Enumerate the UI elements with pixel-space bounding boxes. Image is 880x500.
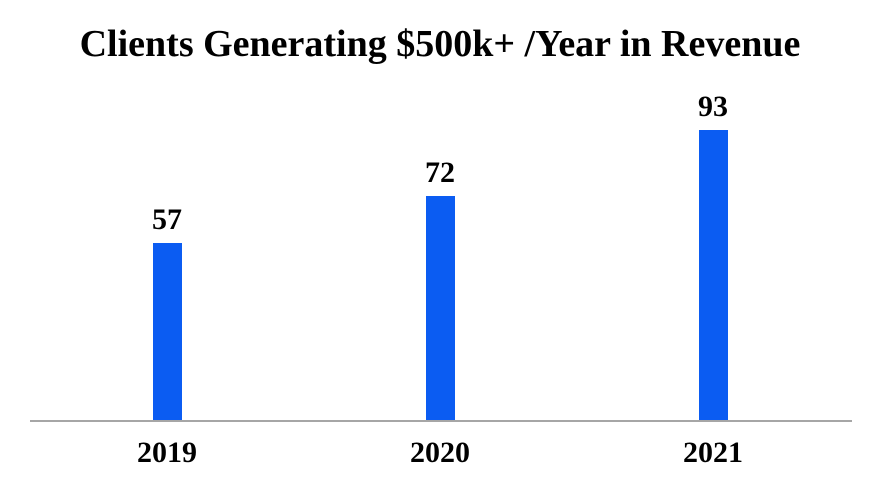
x-axis-label-2021: 2021 bbox=[683, 436, 743, 469]
x-axis-label-2019: 2019 bbox=[137, 436, 197, 469]
bar-group-2019: 57 bbox=[87, 205, 247, 422]
bar-2020 bbox=[425, 196, 455, 422]
bar-value-label: 93 bbox=[698, 90, 728, 123]
bar-value-label: 57 bbox=[152, 203, 182, 236]
x-axis-line bbox=[30, 420, 852, 422]
bar-group-2020: 72 bbox=[360, 158, 520, 422]
bar-2019 bbox=[152, 243, 182, 422]
bar-value-label: 72 bbox=[425, 156, 455, 189]
chart-title: Clients Generating $500k+ /Year in Reven… bbox=[79, 23, 801, 65]
x-axis-label-2020: 2020 bbox=[410, 436, 470, 469]
bar-group-2021: 93 bbox=[633, 92, 793, 422]
bar-2021 bbox=[698, 130, 728, 422]
